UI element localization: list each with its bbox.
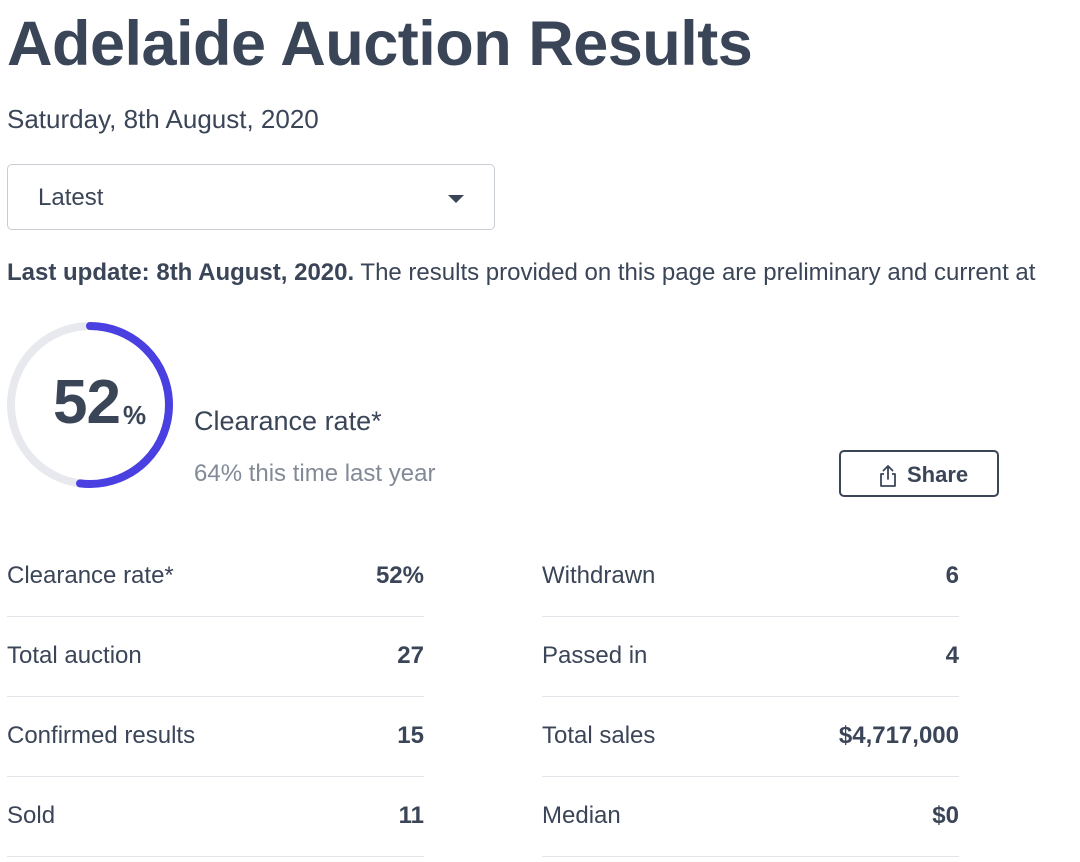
stat-label: Total sales bbox=[542, 722, 656, 749]
stat-row-clearance-rate: Clearance rate* 52% bbox=[7, 537, 424, 617]
page-title: Adelaide Auction Results bbox=[7, 9, 753, 79]
clearance-rate-label: Clearance rate* bbox=[194, 406, 382, 436]
chevron-down-icon bbox=[448, 195, 464, 203]
select-value: Latest bbox=[38, 184, 104, 211]
stat-row-median: Median $0 bbox=[542, 777, 959, 857]
stat-label: Withdrawn bbox=[542, 562, 656, 589]
stat-row-passed-in: Passed in 4 bbox=[542, 617, 959, 697]
stat-label: Median bbox=[542, 802, 621, 829]
stat-value: $0 bbox=[932, 802, 959, 829]
stat-value: 4 bbox=[945, 642, 959, 669]
stat-label: Sold bbox=[7, 802, 56, 829]
clearance-rate-comparison: 64% this time last year bbox=[194, 460, 436, 487]
stat-label: Clearance rate* bbox=[7, 562, 174, 589]
stat-value: 15 bbox=[397, 722, 424, 749]
clearance-rate-ring: 52 % bbox=[5, 320, 175, 490]
stat-value: $4,717,000 bbox=[838, 722, 959, 749]
ring-progress bbox=[7, 322, 173, 488]
clearance-ring-graphic bbox=[7, 322, 173, 488]
results-period-select[interactable]: Latest bbox=[7, 164, 495, 230]
stat-value: 52% bbox=[375, 562, 424, 589]
update-text: The results provided on this page are pr… bbox=[354, 259, 1036, 286]
share-button[interactable]: Share bbox=[839, 450, 999, 497]
stat-value: 27 bbox=[397, 642, 424, 669]
stat-row-total-auction: Total auction 27 bbox=[7, 617, 424, 697]
stat-value: 6 bbox=[945, 562, 959, 589]
results-date: Saturday, 8th August, 2020 bbox=[7, 104, 319, 134]
stat-row-total-sales: Total sales $4,717,000 bbox=[542, 697, 959, 777]
stat-row-confirmed-results: Confirmed results 15 bbox=[7, 697, 424, 777]
stat-label: Passed in bbox=[542, 642, 648, 669]
share-label: Share bbox=[907, 462, 969, 487]
stat-label: Total auction bbox=[7, 642, 142, 669]
update-notice: Last update: 8th August, 2020. The resul… bbox=[7, 256, 1080, 290]
stat-row-sold: Sold 11 bbox=[7, 777, 424, 857]
stats-column-right: Withdrawn 6 Passed in 4 Total sales $4,7… bbox=[542, 537, 959, 857]
stat-label: Confirmed results bbox=[7, 722, 196, 749]
clearance-rate-value: 52 bbox=[53, 368, 121, 437]
stat-value: 11 bbox=[398, 802, 424, 829]
stat-row-withdrawn: Withdrawn 6 bbox=[542, 537, 959, 617]
stats-column-left: Clearance rate* 52% Total auction 27 Con… bbox=[7, 537, 424, 857]
update-date: Last update: 8th August, 2020. bbox=[7, 259, 355, 286]
clearance-rate-unit: % bbox=[123, 400, 147, 430]
share-icon bbox=[880, 465, 896, 487]
